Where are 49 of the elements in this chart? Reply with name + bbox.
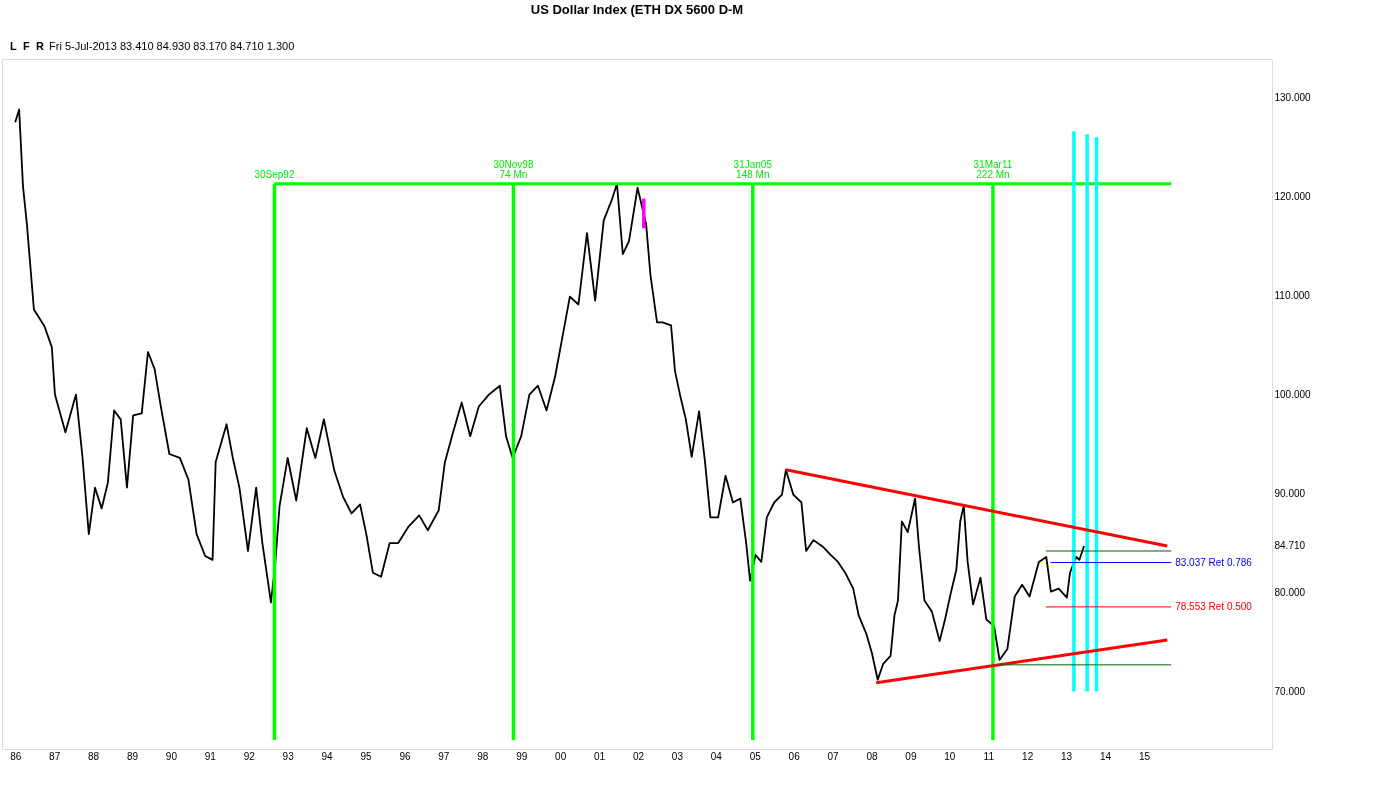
x-tick-label: 87 <box>49 750 61 762</box>
text: L <box>10 40 17 52</box>
x-tick-label: 04 <box>710 750 723 762</box>
text: F <box>23 40 30 52</box>
series-label: 78.553 Ret 0.500 <box>1175 600 1253 612</box>
x-tick-label: 90 <box>165 750 178 762</box>
x-tick-label: 10 <box>944 750 956 762</box>
x-tick-label: 00 <box>555 750 567 762</box>
x-tick-label: 15 <box>1138 750 1151 762</box>
x-tick-label: 88 <box>88 750 100 762</box>
chart-title: US Dollar Index (ETH DX 5600 D-M <box>530 2 744 17</box>
x-tick-label: 89 <box>126 750 139 762</box>
x-tick-label: 94 <box>321 750 334 762</box>
x-tick-label: 96 <box>399 750 411 762</box>
x-tick-label: 91 <box>204 750 217 762</box>
x-tick-label: 01 <box>593 750 606 762</box>
y-tick-label: 110.000 <box>1274 290 1311 302</box>
x-tick-label: 11 <box>983 750 995 762</box>
x-tick-label: 86 <box>10 750 22 762</box>
x-tick-label: 95 <box>360 750 373 762</box>
x-tick-label: 97 <box>438 750 450 762</box>
y-tick-label: 90.000 <box>1274 488 1306 500</box>
x-tick-label: 13 <box>1061 750 1073 762</box>
x-tick-label: 93 <box>282 750 295 762</box>
y-tick-label: 120.000 <box>1274 191 1312 203</box>
x-tick-label: 03 <box>671 750 684 762</box>
y-tick-label: 100.000 <box>1274 389 1312 401</box>
text: R <box>36 40 44 52</box>
x-tick-label: 99 <box>516 750 528 762</box>
x-tick-label: 02 <box>632 750 645 762</box>
y-tick-label: 70.000 <box>1274 686 1306 698</box>
annotation: 31Jan05 148 Mn <box>733 158 773 180</box>
x-tick-label: 08 <box>866 750 878 762</box>
x-tick-label: 14 <box>1099 750 1112 762</box>
x-tick-label: 07 <box>827 750 840 762</box>
x-tick-label: 98 <box>477 750 489 762</box>
text: Fri 5-Jul-2013 83.410 84.930 83.170 84.710 1.300 <box>49 40 295 52</box>
x-tick-label: 92 <box>243 750 256 762</box>
annotation: 30Nov98 74 Mn <box>493 158 534 180</box>
x-tick-label: 06 <box>788 750 801 762</box>
annotation: 30Sep92 <box>254 168 295 180</box>
y-tick-label: 80.000 <box>1274 587 1306 599</box>
annotation: 31Mar11 222 Mn <box>973 158 1013 180</box>
x-tick-label: 05 <box>749 750 762 762</box>
y-tick-label: 84.710 <box>1274 540 1306 552</box>
y-tick-label: 130.000 <box>1274 92 1312 104</box>
series-label: 83.037 Ret 0.786 <box>1175 556 1253 568</box>
x-tick-label: 12 <box>1022 750 1034 762</box>
x-tick-label: 09 <box>905 750 917 762</box>
